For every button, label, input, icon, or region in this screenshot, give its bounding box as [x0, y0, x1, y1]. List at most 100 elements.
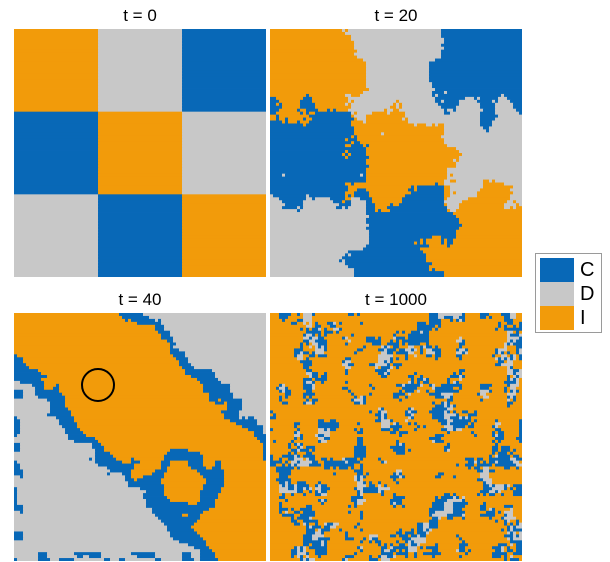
t0-cell-C: [98, 223, 183, 228]
t0-cell-I: [182, 256, 266, 260]
t1000-cell-I: [450, 493, 454, 497]
t1000-cell-C: [360, 466, 364, 470]
t1000-cell-I: [414, 345, 421, 349]
t20-cell-C: [285, 120, 289, 124]
t20-cell-C: [270, 99, 280, 104]
t40-cell-C: [95, 457, 117, 462]
t1000-cell-C: [348, 313, 355, 317]
t0-cell-I: [14, 49, 99, 54]
t40-cell-C: [14, 531, 24, 535]
t40-cell-C: [122, 472, 132, 476]
t1000-cell-C: [501, 493, 505, 497]
t1000-cell-I: [399, 345, 409, 349]
legend-swatch-c: [540, 258, 574, 282]
t1000-cell-I: [477, 413, 522, 417]
t0-cell-D: [14, 215, 99, 219]
t1000-cell-C: [324, 499, 328, 503]
t1000-cell-C: [435, 496, 439, 500]
t20-cell-D: [303, 203, 340, 207]
t1000-cell-C: [453, 372, 457, 376]
t20-cell-D: [477, 96, 481, 101]
t20-cell-I: [372, 197, 403, 201]
t1000-cell-C: [369, 392, 373, 397]
t20-cell-I: [375, 206, 388, 210]
t1000-cell-I: [363, 321, 418, 326]
t40-cell-C: [14, 366, 30, 370]
t0-cell-I: [98, 111, 183, 116]
t20-cell-D: [504, 182, 522, 186]
t1000-cell-D: [300, 460, 313, 464]
t1000-cell-I: [408, 552, 415, 556]
t40-cell-D: [194, 558, 201, 561]
t1000-cell-I: [270, 466, 277, 470]
t1000-cell-C: [312, 543, 322, 547]
t1000-cell-C: [423, 552, 442, 556]
t20-cell-I: [351, 123, 415, 127]
t40-cell-I: [98, 439, 261, 444]
t1000-cell-C: [468, 549, 472, 553]
t1000-cell-I: [507, 555, 511, 559]
t40-cell-I: [224, 484, 266, 488]
t40-cell-C: [182, 558, 195, 561]
t1000-cell-I: [513, 543, 517, 547]
t1000-cell-D: [480, 472, 490, 476]
t1000-cell-C: [453, 504, 466, 509]
t0-cell-D: [98, 108, 183, 113]
t0-cell-D: [182, 150, 266, 154]
t1000-cell-I: [366, 451, 397, 456]
t1000-cell-I: [384, 493, 394, 497]
t0-cell-C: [98, 235, 183, 240]
t1000-cell-D: [291, 463, 295, 467]
t1000-cell-I: [453, 398, 481, 402]
t20-cell-C: [390, 203, 394, 207]
t1000-cell-C: [504, 380, 517, 385]
t1000-cell-C: [399, 543, 406, 547]
t1000-cell-C: [315, 522, 319, 526]
t1000-cell-I: [270, 451, 289, 456]
t40-cell-C: [224, 416, 240, 420]
t40-cell-D: [14, 398, 48, 402]
t40-cell-I: [131, 472, 153, 476]
t1000-cell-I: [327, 377, 412, 382]
t1000-cell-C: [300, 448, 310, 453]
t1000-cell-I: [513, 318, 522, 323]
t1000-cell-I: [327, 493, 358, 497]
t1000-cell-I: [363, 428, 382, 432]
t20-cell-C: [366, 144, 370, 148]
t1000-cell-I: [453, 516, 463, 521]
t0-cell-D: [98, 52, 183, 56]
t1000-cell-C: [339, 321, 343, 326]
t1000-cell-C: [381, 549, 385, 553]
t1000-cell-C: [480, 383, 493, 388]
t1000-cell-I: [390, 558, 505, 561]
t1000-cell-I: [363, 501, 391, 506]
t1000-cell-I: [390, 372, 415, 376]
t20-cell-C: [300, 206, 304, 210]
t1000-cell-C: [462, 516, 466, 521]
t1000-cell-I: [285, 318, 298, 323]
t40-cell-D: [173, 345, 266, 349]
t40-cell-I: [224, 478, 266, 482]
lattice-panel-t1000: [270, 313, 522, 561]
t40-cell-C: [152, 510, 204, 515]
t1000-cell-C: [498, 324, 502, 329]
t0-cell-D: [14, 209, 99, 213]
t1000-cell-C: [411, 543, 418, 547]
t1000-cell-D: [381, 413, 385, 417]
t1000-cell-C: [297, 318, 304, 323]
t1000-cell-C: [447, 410, 451, 414]
t1000-cell-I: [306, 493, 316, 497]
t1000-cell-C: [279, 501, 283, 506]
t1000-cell-C: [450, 422, 469, 426]
t1000-cell-C: [315, 321, 319, 326]
t1000-cell-I: [465, 315, 481, 320]
t20-cell-D: [456, 105, 481, 110]
t20-cell-I: [384, 132, 445, 136]
t1000-cell-I: [405, 504, 433, 509]
t1000-cell-D: [405, 419, 409, 423]
t40-cell-C: [65, 431, 84, 435]
t40-cell-C: [197, 501, 216, 506]
t1000-cell-C: [291, 439, 295, 444]
t1000-cell-C: [417, 321, 427, 326]
t0-cell-I: [98, 167, 183, 172]
